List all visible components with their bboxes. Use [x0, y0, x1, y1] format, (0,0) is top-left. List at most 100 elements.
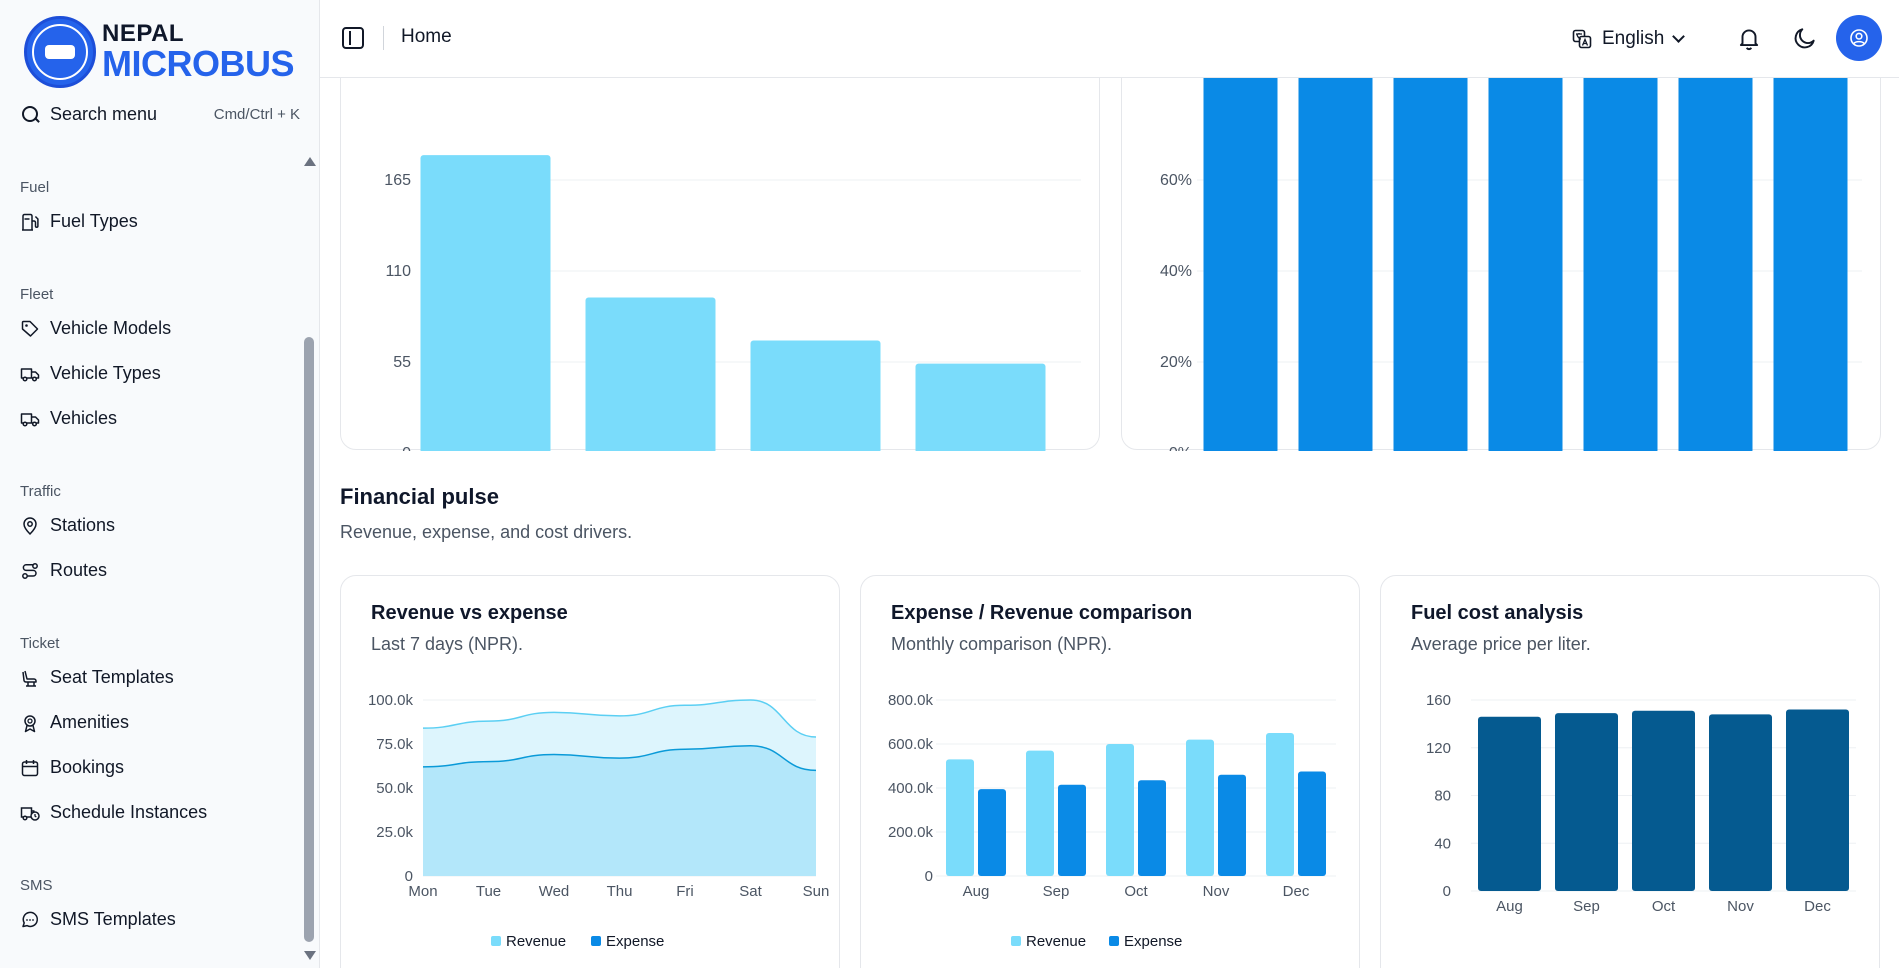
logo[interactable]: NEPAL MICROBUS — [24, 16, 295, 88]
search-shortcut: Cmd/Ctrl + K — [213, 105, 300, 123]
legend-label-revenue: Revenue — [1026, 933, 1086, 950]
map-pin-icon — [20, 516, 40, 536]
header-divider — [383, 26, 384, 50]
y-tick-label: 50.0k — [376, 780, 413, 797]
sidebar-scrollbar[interactable] — [302, 155, 316, 960]
x-tick-label: Fri — [676, 883, 694, 900]
y-tick-label: 80 — [1434, 788, 1451, 805]
monthly-comparison-bar-chart: 0 200.0k 400.0k 600.0k 800.0k Aug Sep Oct Nov Dec… — [888, 692, 1336, 950]
sidebar-item-label: Fuel Types — [50, 211, 138, 231]
x-tick-label: Dec — [1283, 883, 1310, 900]
x-tick-label: Sep — [1573, 898, 1600, 915]
y-tick-label: 0 — [925, 868, 933, 885]
sidebar-item-vehicle-types[interactable]: Vehicle Types — [20, 351, 300, 396]
sidebar-item-bookings[interactable]: Bookings — [20, 745, 300, 790]
logo-seal-icon — [24, 16, 96, 88]
scroll-thumb[interactable] — [304, 337, 314, 942]
x-tick-label: Aug — [1496, 898, 1523, 915]
legend-label-expense: Expense — [606, 933, 664, 950]
sidebar-item-schedule-instances[interactable]: Schedule Instances — [20, 790, 300, 835]
y-tick-label: 40% — [1160, 263, 1192, 280]
scroll-down-arrow-icon[interactable] — [304, 951, 316, 960]
breadcrumb[interactable]: Home — [401, 26, 452, 47]
truck-icon — [20, 409, 40, 429]
sidebar-item-label: Bookings — [50, 757, 125, 777]
bar — [585, 297, 716, 453]
sidebar-item-stations[interactable]: Stations — [20, 503, 300, 548]
scroll-up-arrow-icon[interactable] — [304, 157, 316, 166]
truck-icon — [20, 364, 40, 384]
sidebar-group-fuel: Fuel Fuel Types — [20, 177, 300, 244]
bar — [1298, 78, 1373, 453]
sidebar-group-traffic: Traffic Stations Routes — [20, 481, 300, 593]
y-tick-label: 800.0k — [888, 692, 934, 709]
chevron-down-icon — [1672, 30, 1686, 43]
y-tick-label: 110 — [385, 263, 411, 280]
bus-schedule-icon — [20, 803, 40, 823]
revenue-vs-expense-card: Revenue vs expense Last 7 days (NPR). 0 2… — [340, 575, 840, 968]
x-tick-label: Nov — [1203, 883, 1230, 900]
top-header: Home English — [320, 0, 1899, 78]
bell-icon[interactable] — [1736, 25, 1762, 51]
user-avatar-button[interactable] — [1836, 15, 1882, 61]
legend-label-revenue: Revenue — [506, 933, 566, 950]
y-tick-label: 0 — [1443, 883, 1451, 900]
sidebar: NEPAL MICROBUS Search menu Cmd/Ctrl + K … — [0, 0, 320, 968]
y-tick-label: 120 — [1426, 740, 1451, 757]
y-tick-label: 0 — [405, 868, 413, 885]
sidebar-item-label: SMS Templates — [50, 909, 176, 929]
bar — [1632, 710, 1695, 891]
y-tick-label: 165 — [384, 172, 411, 189]
y-tick-label: 25.0k — [376, 824, 413, 841]
sidebar-item-label: Vehicles — [50, 408, 118, 428]
sidebar-item-vehicle-models[interactable]: Vehicle Models — [20, 306, 300, 351]
calendar-icon — [20, 758, 40, 778]
legend-swatch-expense — [591, 936, 601, 946]
bar-expense — [978, 789, 1006, 876]
bar-revenue — [1186, 739, 1214, 876]
bar-revenue — [1266, 733, 1294, 876]
award-icon — [20, 713, 40, 733]
bar-expense — [1218, 774, 1246, 876]
sidebar-item-label: Vehicle Types — [50, 363, 161, 383]
x-tick-label: Sun — [803, 883, 830, 900]
bar — [420, 155, 551, 453]
search-label: Search menu — [50, 103, 158, 124]
y-tick-label: 75.0k — [376, 736, 413, 753]
moon-icon[interactable] — [1792, 25, 1818, 51]
bar — [1709, 714, 1772, 891]
sidebar-item-sms-templates[interactable]: SMS Templates — [20, 897, 300, 942]
language-select[interactable]: English — [1572, 24, 1686, 54]
legend-swatch-revenue — [1011, 936, 1021, 946]
sidebar-item-fuel-types[interactable]: Fuel Types — [20, 199, 300, 244]
sidebar-item-label: Routes — [50, 560, 108, 580]
sidebar-item-seat-templates[interactable]: Seat Templates — [20, 655, 300, 700]
card-subtitle: Last 7 days (NPR). — [371, 634, 524, 654]
sidebar-toggle-icon[interactable] — [342, 27, 364, 49]
section-subtitle: Revenue, expense, and cost drivers. — [340, 522, 633, 542]
x-tick-label: Tue — [476, 883, 501, 900]
x-tick-label: Sat — [739, 883, 762, 900]
fuel-cost-bar-chart: 0 40 80 120 160 Aug Sep Oct Nov Dec — [1426, 692, 1856, 915]
fuel-cost-analysis-card: Fuel cost analysis Average price per lit… — [1380, 575, 1880, 968]
card-title: Expense / Revenue comparison — [891, 602, 1193, 624]
search-menu-button[interactable]: Search menu Cmd/Ctrl + K — [20, 100, 300, 128]
sidebar-group-title: Fleet — [20, 286, 54, 303]
bar — [1583, 78, 1658, 453]
legend-swatch-expense — [1109, 936, 1119, 946]
x-tick-label: Sep — [1043, 883, 1070, 900]
sidebar-item-label: Seat Templates — [50, 667, 174, 687]
message-icon — [20, 910, 40, 930]
bar — [1203, 78, 1278, 453]
sidebar-item-amenities[interactable]: Amenities — [20, 700, 300, 745]
seat-icon — [20, 668, 40, 688]
sidebar-item-vehicles[interactable]: Vehicles — [20, 396, 300, 441]
sidebar-item-routes[interactable]: Routes — [20, 548, 300, 593]
bar-revenue — [946, 759, 974, 876]
y-tick-label: 40 — [1434, 835, 1451, 852]
x-tick-label: Dec — [1804, 898, 1831, 915]
route-icon — [20, 561, 40, 581]
sidebar-group-title: SMS — [20, 877, 53, 894]
